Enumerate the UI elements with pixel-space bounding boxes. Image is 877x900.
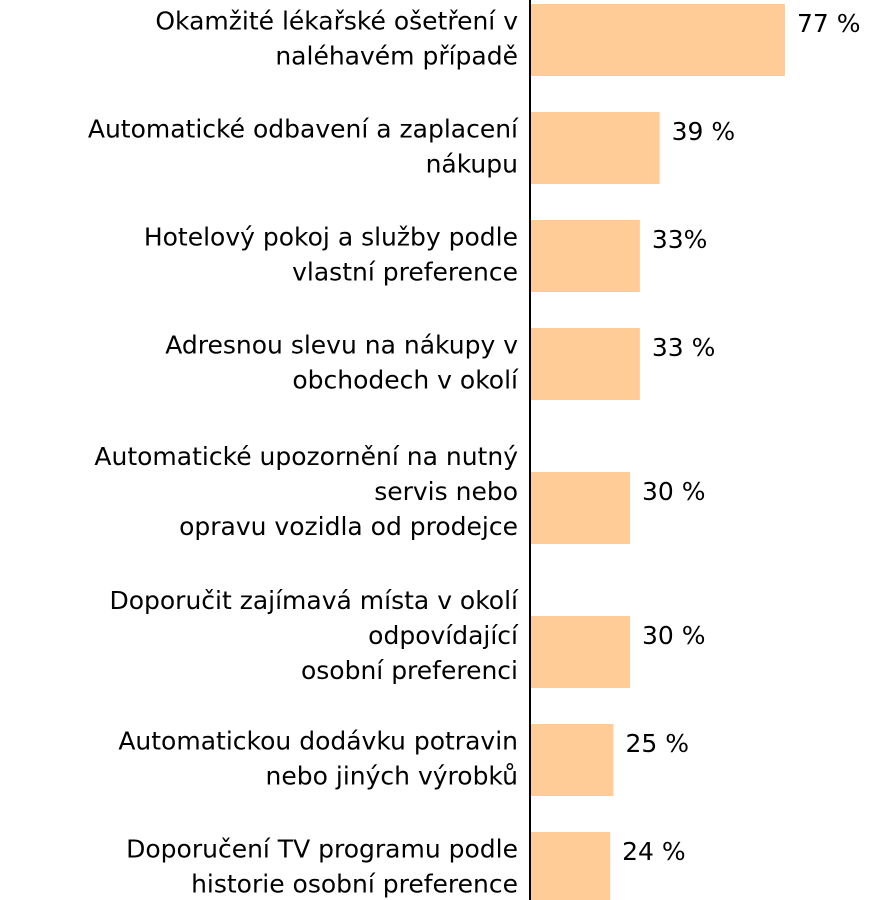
category-label: nebo jiných výrobků — [266, 762, 518, 791]
category-label: Automatické upozornění na nutný — [94, 442, 518, 471]
value-label: 39 % — [672, 117, 736, 146]
bar — [531, 220, 640, 292]
category-label: osobní preferenci — [301, 656, 518, 685]
bar — [531, 472, 630, 544]
bar — [531, 328, 640, 400]
category-label: Hotelový pokoj a služby podle — [144, 223, 518, 252]
category-label: servis nebo — [374, 477, 518, 506]
bar — [531, 724, 614, 796]
value-label: 30 % — [642, 621, 706, 650]
bar — [531, 616, 630, 688]
category-label: obchodech v okolí — [292, 366, 519, 395]
category-label: opravu vozidla od prodejce — [179, 512, 518, 541]
bar — [531, 4, 785, 76]
value-label: 77 % — [797, 9, 861, 38]
category-label: historie osobní preference — [191, 870, 518, 899]
bar — [531, 832, 611, 900]
category-label: nákupu — [426, 150, 518, 179]
value-label: 30 % — [642, 477, 706, 506]
category-label: odpovídající — [368, 621, 519, 650]
value-label: 25 % — [625, 729, 689, 758]
category-label: Okamžité lékařské ošetření v — [155, 7, 518, 36]
category-label: Doporučit zajímavá místa v okolí — [109, 586, 519, 615]
bar — [531, 112, 660, 184]
category-label: vlastní preference — [292, 258, 518, 287]
value-label: 24 % — [622, 837, 686, 866]
category-label: Automatické odbavení a zaplacení — [88, 115, 519, 144]
category-label: Doporučení TV programu podle — [126, 835, 518, 864]
category-label: naléhavém případě — [275, 42, 518, 71]
value-label: 33% — [652, 225, 708, 254]
category-label: Adresnou slevu na nákupy v — [165, 331, 518, 360]
category-label: Automatickou dodávku potravin — [118, 727, 518, 756]
value-label: 33 % — [652, 333, 716, 362]
